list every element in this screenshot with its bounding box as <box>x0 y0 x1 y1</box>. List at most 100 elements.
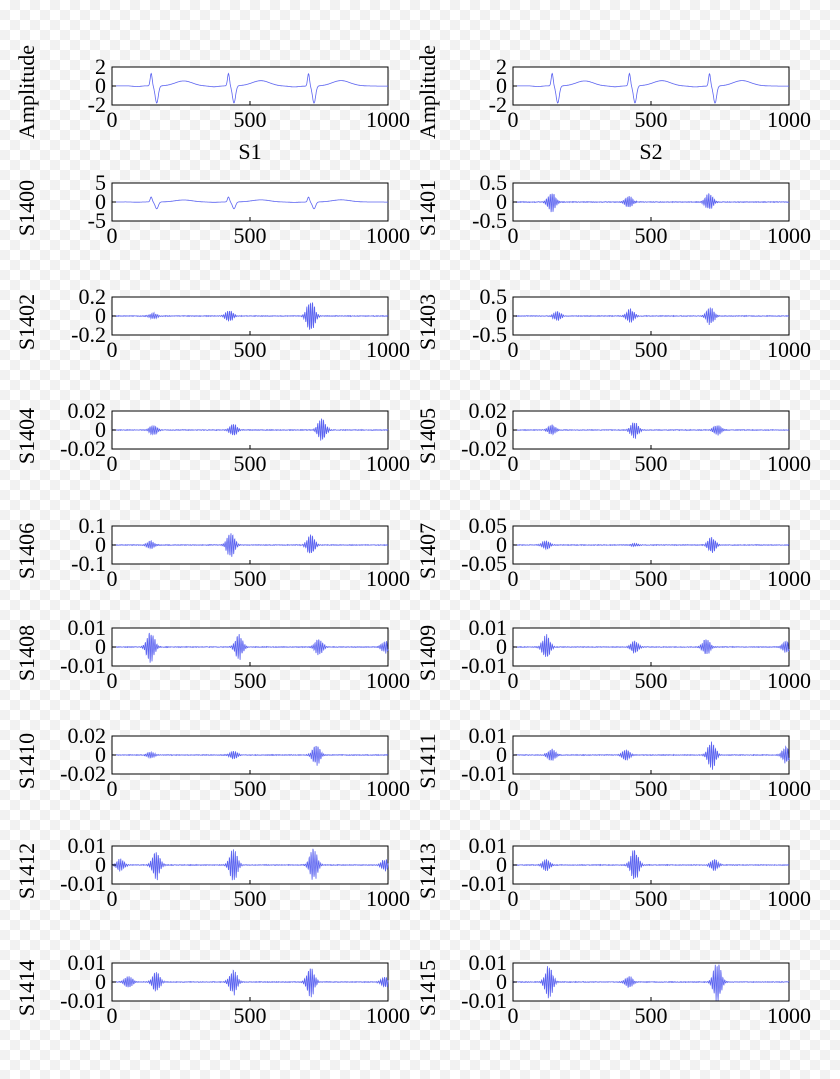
x-tick-label: 0 <box>508 886 519 911</box>
signal-line <box>513 850 790 880</box>
signal-line <box>111 848 389 881</box>
subplot-s1412 <box>111 845 389 885</box>
x-tick-label: 1000 <box>366 223 410 248</box>
subplot-s1407 <box>512 525 790 565</box>
y-tick-label: 0.01 <box>68 615 107 640</box>
x-tick-label: 1000 <box>767 668 811 693</box>
signal-line <box>513 72 789 104</box>
y-tick-label: 5 <box>95 170 106 195</box>
y-tick-label: 0.01 <box>469 950 508 975</box>
x-tick-label: 0 <box>508 451 519 476</box>
y-tick-label: -0.01 <box>461 988 507 1013</box>
y-tick-label: -0.02 <box>461 436 507 461</box>
y-tick-label: -0.01 <box>60 871 106 896</box>
y-tick-label: 0 <box>95 532 106 557</box>
subplot-s1405 <box>512 410 790 450</box>
y-tick-label: 0.02 <box>68 723 107 748</box>
subplot-s1410 <box>111 735 389 775</box>
subplot-s1402 <box>111 296 389 336</box>
x-tick-label: 1000 <box>767 566 811 591</box>
x-tick-label: 0 <box>107 451 118 476</box>
x-tick-label: 0 <box>107 1003 118 1028</box>
y-tick-label: 2 <box>496 54 507 79</box>
signal-line <box>111 632 389 663</box>
x-tick-label: 500 <box>635 107 668 132</box>
y-tick-label: -5 <box>88 208 106 233</box>
x-tick-label: 0 <box>508 566 519 591</box>
x-tick-label: 1000 <box>366 886 410 911</box>
x-tick-label: 0 <box>107 668 118 693</box>
x-tick-label: 500 <box>635 1003 668 1028</box>
y-tick-label: 0.01 <box>469 615 508 640</box>
x-tick-label: 1000 <box>767 223 811 248</box>
subplot-s1400 <box>111 182 389 222</box>
x-tick-label: 500 <box>234 337 267 362</box>
signal-line <box>512 741 790 770</box>
signal-line <box>111 968 389 998</box>
y-tick-label: -0.2 <box>71 322 106 347</box>
x-tick-label: 500 <box>234 886 267 911</box>
subplot-amplitude <box>512 66 790 106</box>
y-tick-label: 0.01 <box>68 833 107 858</box>
subplot-s1411 <box>512 735 790 775</box>
y-axis-label: S1415 <box>415 960 440 1016</box>
y-tick-label: 0 <box>496 417 507 442</box>
subplot-s1404 <box>111 410 389 450</box>
x-tick-label: 500 <box>234 1003 267 1028</box>
y-tick-label: 0 <box>95 969 106 994</box>
y-tick-label: 0 <box>496 742 507 767</box>
y-tick-label: 0.02 <box>68 398 107 423</box>
signal-line <box>111 745 388 766</box>
y-axis-label: S1412 <box>14 843 39 899</box>
y-tick-label: 0 <box>496 73 507 98</box>
y-tick-label: -0.02 <box>60 436 106 461</box>
y-tick-label: 0 <box>95 189 106 214</box>
x-tick-label: 1000 <box>366 566 410 591</box>
y-axis-label: S1402 <box>14 294 39 350</box>
y-axis-label: S1413 <box>415 843 440 899</box>
subplot-s1403 <box>512 296 790 336</box>
x-tick-label: 1000 <box>366 1003 410 1028</box>
y-axis-label: S1404 <box>14 408 39 464</box>
y-axis-label: S1414 <box>14 960 39 1016</box>
y-axis-label: S1409 <box>415 625 440 681</box>
y-tick-label: 0.05 <box>469 513 508 538</box>
signal-line <box>112 72 388 104</box>
y-tick-label: 0 <box>496 189 507 214</box>
y-axis-label: S1406 <box>14 523 39 579</box>
y-tick-label: -0.01 <box>60 653 106 678</box>
x-tick-label: 500 <box>234 107 267 132</box>
y-tick-label: -0.05 <box>461 551 507 576</box>
y-tick-label: 0 <box>95 852 106 877</box>
y-tick-label: 0.01 <box>469 833 508 858</box>
signal-line <box>512 964 790 1001</box>
y-axis-label: S1401 <box>415 180 440 236</box>
y-tick-label: 0 <box>496 532 507 557</box>
signal-line <box>512 422 790 439</box>
y-tick-label: -0.5 <box>472 322 507 347</box>
subplot-s1406 <box>111 525 389 565</box>
y-axis-label: S1400 <box>14 180 39 236</box>
y-tick-label: 0 <box>496 852 507 877</box>
x-tick-label: 500 <box>234 451 267 476</box>
y-axis-label: S1407 <box>415 523 440 579</box>
y-tick-label: -0.01 <box>60 988 106 1013</box>
y-axis-label: S1410 <box>14 733 39 789</box>
x-tick-label: 1000 <box>767 107 811 132</box>
subplot-s1414 <box>111 962 389 1002</box>
y-tick-label: 0 <box>95 634 106 659</box>
x-tick-label: 500 <box>635 223 668 248</box>
x-tick-label: 1000 <box>767 451 811 476</box>
x-tick-label: 0 <box>107 776 118 801</box>
y-tick-label: -0.1 <box>71 551 106 576</box>
x-tick-label: 1000 <box>366 107 410 132</box>
y-tick-label: -2 <box>88 92 106 117</box>
y-tick-label: 0 <box>496 303 507 328</box>
x-tick-label: 500 <box>234 668 267 693</box>
x-tick-label: 500 <box>635 668 668 693</box>
x-tick-label: 1000 <box>366 451 410 476</box>
x-tick-label: 0 <box>508 668 519 693</box>
y-tick-label: 0.5 <box>480 170 508 195</box>
x-tick-label: 0 <box>508 107 519 132</box>
x-tick-label: 0 <box>107 566 118 591</box>
